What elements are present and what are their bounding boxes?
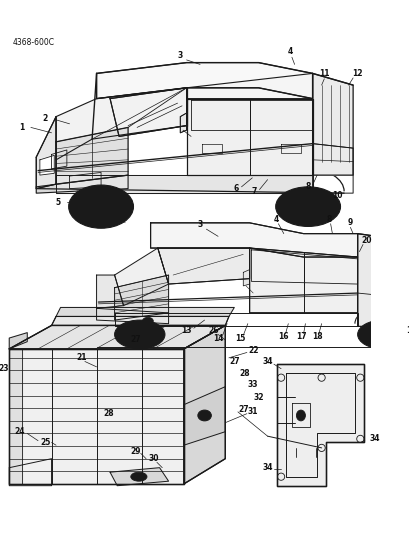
Ellipse shape	[142, 317, 153, 325]
Polygon shape	[249, 248, 357, 313]
Text: 22: 22	[248, 346, 259, 355]
Polygon shape	[52, 317, 228, 326]
Text: 5: 5	[55, 198, 60, 207]
Polygon shape	[110, 467, 168, 486]
Polygon shape	[97, 309, 168, 324]
Polygon shape	[357, 233, 409, 326]
Text: 16: 16	[278, 332, 288, 341]
Text: 13: 13	[181, 326, 191, 335]
Polygon shape	[9, 349, 184, 484]
Polygon shape	[114, 248, 168, 305]
Polygon shape	[312, 74, 352, 175]
Text: 12: 12	[351, 69, 362, 78]
Polygon shape	[56, 175, 312, 193]
Text: 31: 31	[247, 407, 257, 416]
Text: 34: 34	[262, 463, 272, 472]
Text: 8: 8	[325, 215, 331, 224]
Polygon shape	[243, 270, 249, 286]
Ellipse shape	[357, 320, 407, 349]
Text: 27: 27	[229, 357, 239, 366]
Polygon shape	[180, 113, 186, 133]
Polygon shape	[56, 88, 186, 160]
Text: 27: 27	[237, 405, 248, 414]
Polygon shape	[36, 117, 56, 189]
Text: 17: 17	[296, 332, 306, 341]
Polygon shape	[9, 333, 27, 349]
Text: 3: 3	[197, 220, 202, 229]
Ellipse shape	[130, 472, 146, 481]
Ellipse shape	[364, 324, 400, 345]
Text: 33: 33	[247, 381, 257, 390]
Ellipse shape	[93, 201, 109, 212]
Text: 8: 8	[305, 182, 310, 191]
Text: 25: 25	[40, 438, 50, 447]
Text: 26: 26	[208, 326, 218, 335]
Ellipse shape	[283, 191, 332, 222]
Text: 4: 4	[287, 47, 292, 56]
Polygon shape	[56, 308, 234, 317]
Polygon shape	[186, 74, 312, 99]
Text: 1: 1	[19, 123, 25, 132]
Polygon shape	[9, 349, 22, 484]
Text: 4368-600C: 4368-600C	[13, 38, 55, 47]
Polygon shape	[114, 275, 168, 320]
Text: 2: 2	[43, 114, 48, 123]
Text: 24: 24	[15, 427, 25, 436]
Text: 19: 19	[405, 326, 409, 335]
Ellipse shape	[378, 332, 387, 337]
Text: 30: 30	[148, 454, 158, 463]
Ellipse shape	[68, 185, 133, 228]
Text: 6: 6	[233, 184, 238, 193]
Text: 10: 10	[331, 191, 342, 200]
Ellipse shape	[76, 190, 126, 223]
Ellipse shape	[299, 201, 315, 212]
Polygon shape	[97, 275, 123, 309]
Polygon shape	[150, 223, 357, 257]
Ellipse shape	[296, 410, 305, 421]
Polygon shape	[9, 326, 225, 349]
Ellipse shape	[135, 332, 144, 337]
Polygon shape	[186, 99, 312, 175]
Text: 28: 28	[239, 369, 250, 378]
Polygon shape	[97, 62, 312, 99]
Polygon shape	[157, 248, 249, 284]
Text: 34: 34	[369, 434, 379, 443]
Ellipse shape	[121, 324, 157, 345]
Ellipse shape	[275, 187, 340, 227]
Polygon shape	[184, 326, 225, 484]
Text: 29: 29	[130, 447, 140, 456]
Polygon shape	[40, 155, 54, 175]
Text: 3: 3	[177, 51, 182, 60]
Text: 32: 32	[253, 393, 263, 402]
Text: 18: 18	[311, 332, 321, 341]
Text: 23: 23	[0, 364, 9, 373]
Text: 20: 20	[360, 236, 371, 245]
Ellipse shape	[114, 320, 164, 349]
Text: 21: 21	[76, 353, 86, 362]
Text: 15: 15	[235, 334, 245, 343]
Polygon shape	[36, 175, 128, 193]
Polygon shape	[276, 364, 363, 486]
Text: 34: 34	[262, 357, 272, 366]
Text: 11: 11	[318, 69, 329, 78]
Polygon shape	[56, 127, 128, 184]
Text: 28: 28	[103, 409, 113, 418]
Text: 7: 7	[251, 187, 256, 196]
Text: 27: 27	[130, 335, 140, 344]
Polygon shape	[184, 386, 225, 445]
Text: 9: 9	[347, 219, 352, 228]
Text: 4: 4	[273, 215, 279, 224]
Ellipse shape	[198, 410, 211, 421]
Text: 14: 14	[212, 334, 223, 343]
Polygon shape	[110, 88, 186, 136]
